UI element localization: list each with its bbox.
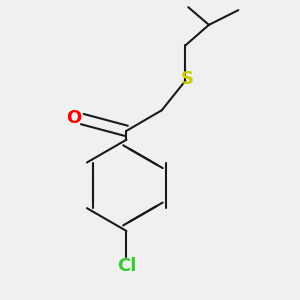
Text: S: S bbox=[180, 70, 193, 88]
Text: Cl: Cl bbox=[117, 257, 136, 275]
Text: O: O bbox=[66, 109, 81, 127]
